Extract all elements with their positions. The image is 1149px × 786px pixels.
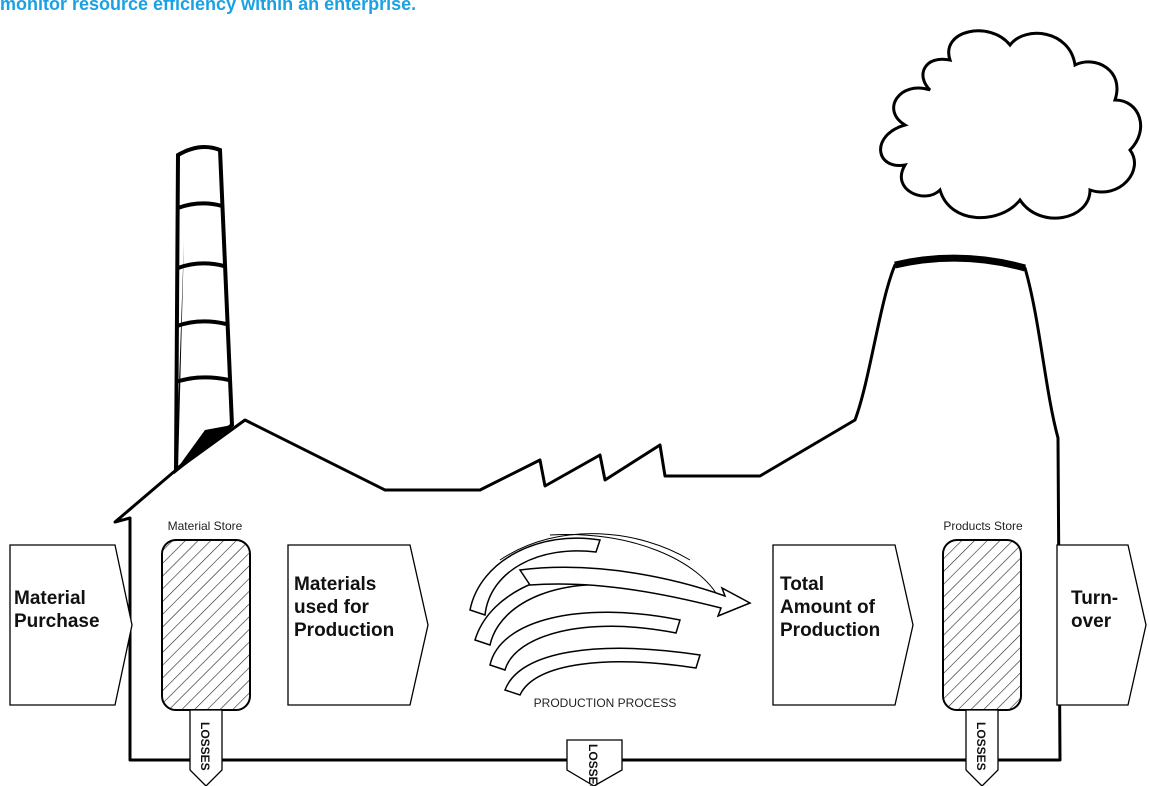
label-line: Materials	[294, 574, 376, 595]
smoke-cloud	[881, 31, 1141, 218]
label-line: used for	[294, 597, 370, 618]
label-line: Turn-	[1071, 588, 1118, 609]
label-line: Production	[294, 620, 394, 641]
label-line: over	[1071, 611, 1112, 632]
production-swirl	[470, 534, 750, 695]
heading: monitor resource efficiency within an en…	[0, 0, 416, 14]
process-label: PRODUCTION PROCESS	[534, 696, 677, 710]
store	[162, 540, 250, 710]
losses-label: LOSSES	[198, 722, 212, 771]
losses-label: LOSSES	[586, 744, 600, 786]
store-label: Products Store	[943, 519, 1023, 533]
factory-outline	[115, 258, 1060, 760]
label-line: Production	[780, 620, 880, 641]
store-label: Material Store	[168, 519, 243, 533]
losses-label: LOSSES	[974, 722, 988, 771]
tower-rim	[895, 258, 1025, 268]
label-line: Total	[780, 574, 824, 595]
chimney	[176, 147, 232, 470]
label-line: Amount of	[780, 597, 876, 618]
label-line: Material	[14, 588, 86, 609]
store	[943, 540, 1021, 710]
diagram: monitor resource efficiency within an en…	[0, 0, 1149, 786]
label-line: Purchase	[14, 611, 100, 632]
